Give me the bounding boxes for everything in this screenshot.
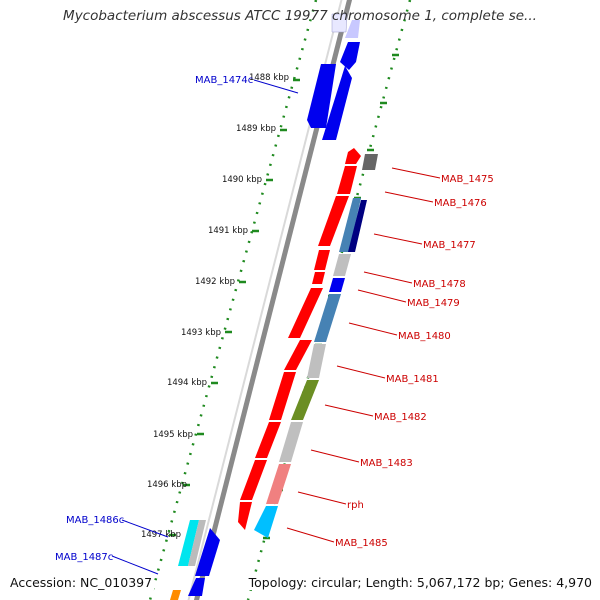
gene-label-MAB_1486c[interactable]: MAB_1486c [66, 515, 124, 526]
gene-feature[interactable] [178, 520, 199, 566]
gene-feature[interactable] [333, 254, 351, 276]
topology-text: Topology: circular; Length: 5,067,172 bp… [246, 575, 594, 590]
gene-feature[interactable] [238, 502, 252, 530]
gene-feature[interactable] [240, 460, 267, 500]
gene-label-rph[interactable]: rph [347, 500, 364, 511]
gene-feature[interactable] [266, 464, 291, 504]
ruler-tick-label: 1494 kbp [167, 378, 207, 388]
gene-feature[interactable] [318, 196, 349, 246]
ruler-tick-label: 1493 kbp [181, 328, 221, 338]
gene-feature[interactable] [348, 200, 367, 252]
gene-feature[interactable] [314, 250, 330, 270]
gene-feature[interactable] [291, 380, 319, 420]
gene-feature[interactable] [279, 422, 303, 462]
gene-feature[interactable] [345, 148, 361, 164]
gene-feature[interactable] [362, 154, 378, 170]
gene-feature[interactable] [188, 578, 205, 596]
gene-label-MAB_1479[interactable]: MAB_1479 [407, 298, 460, 309]
gene-label-MAB_1481[interactable]: MAB_1481 [386, 374, 439, 385]
gene-feature[interactable] [170, 590, 181, 600]
gene-feature[interactable] [340, 42, 360, 70]
gene-feature[interactable] [331, 13, 348, 33]
gene-feature[interactable] [254, 506, 278, 538]
ruler-tick-label: 1496 kbp [147, 480, 187, 490]
gene-feature[interactable] [188, 520, 206, 566]
forward-label-leaders [286, 167, 441, 543]
gene-label-MAB_1478[interactable]: MAB_1478 [413, 279, 466, 290]
forward-strand-genes [238, 148, 378, 538]
accession-text: Accession: NC_010397 [8, 575, 155, 590]
gene-feature[interactable] [322, 66, 352, 140]
gene-feature[interactable] [307, 344, 326, 378]
gene-label-MAB_1480[interactable]: MAB_1480 [398, 331, 451, 342]
ruler-tick-label: 1489 kbp [236, 124, 276, 134]
ruler-tick-label: 1488 kbp [249, 73, 289, 83]
gene-feature[interactable] [339, 198, 361, 252]
gene-feature[interactable] [269, 372, 296, 420]
ruler-line-left [148, 0, 318, 600]
gene-label-MAB_1482[interactable]: MAB_1482 [374, 412, 427, 423]
ruler-tick-label: 1490 kbp [222, 175, 262, 185]
gene-label-MAB_1485[interactable]: MAB_1485 [335, 538, 388, 549]
gene-label-MAB_1483[interactable]: MAB_1483 [360, 458, 413, 469]
gene-feature[interactable] [312, 272, 325, 284]
gene-feature[interactable] [195, 528, 220, 576]
gene-feature[interactable] [329, 278, 345, 292]
gene-label-MAB_1476[interactable]: MAB_1476 [434, 198, 487, 209]
gene-label-MAB_1474c[interactable]: MAB_1474c [195, 75, 253, 86]
gene-feature[interactable] [345, 20, 360, 38]
ruler-tick-label: 1497 kbp [141, 530, 181, 540]
reverse-strand-genes [170, 13, 360, 600]
gene-label-MAB_1475[interactable]: MAB_1475 [441, 174, 494, 185]
gene-feature[interactable] [284, 340, 312, 370]
gene-feature[interactable] [288, 288, 323, 338]
map-title: Mycobacterium abscessus ATCC 19977 chrom… [63, 8, 537, 24]
reverse-label-leaders [111, 79, 299, 575]
gene-label-MAB_1477[interactable]: MAB_1477 [423, 240, 476, 251]
gene-feature[interactable] [314, 294, 341, 342]
gene-feature[interactable] [255, 422, 281, 458]
gene-feature[interactable] [307, 64, 336, 128]
gene-feature[interactable] [337, 166, 357, 194]
ruler-tick-label: 1495 kbp [153, 430, 193, 440]
ruler-tick-label: 1491 kbp [208, 226, 248, 236]
gene-label-MAB_1487c[interactable]: MAB_1487c [55, 552, 113, 563]
ruler-tick-label: 1492 kbp [195, 277, 235, 287]
